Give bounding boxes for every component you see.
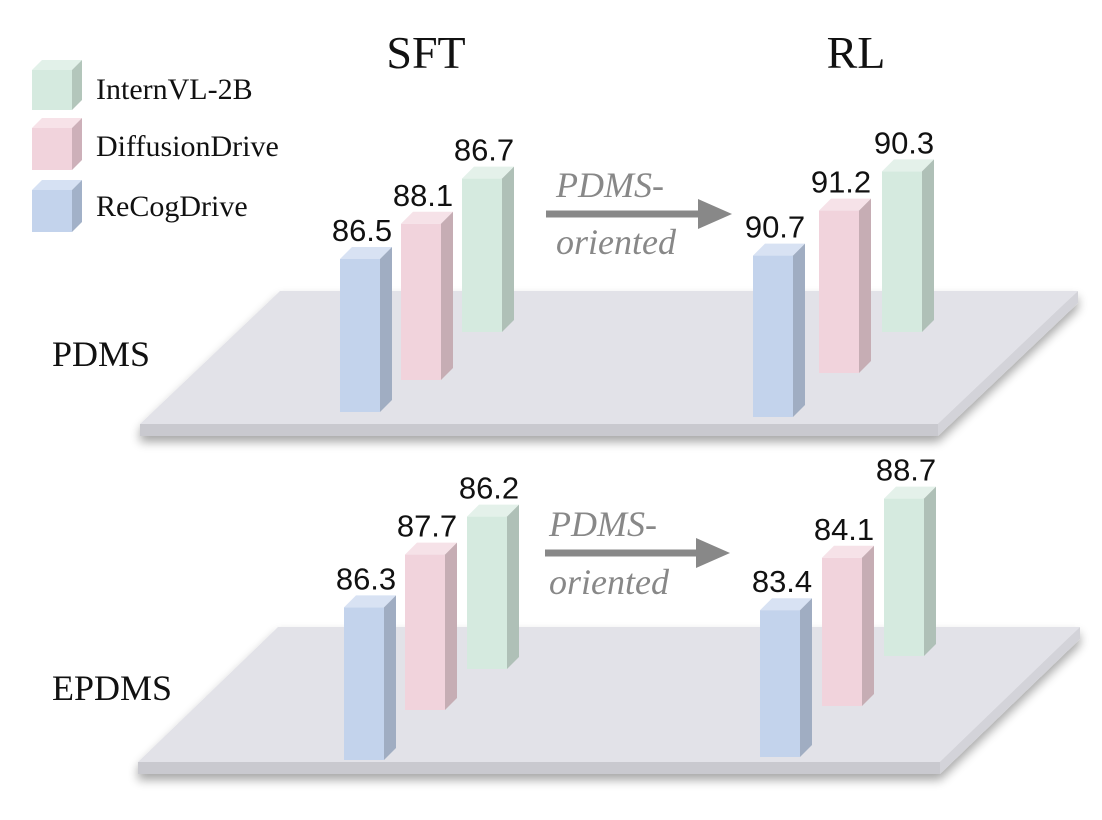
bar-epdms-sft-diffusiondrive-value-label: 87.7 (397, 509, 457, 544)
bar-epdms-rl-diffusiondrive: 84.1 (814, 512, 874, 706)
bar-pdms-sft-diffusiondrive-front (401, 223, 441, 380)
arrow-text-line2: oriented (556, 222, 677, 262)
bar-pdms-sft-diffusiondrive-value-label: 88.1 (393, 178, 453, 213)
bar-epdms-rl-recogdrive-side (800, 598, 812, 757)
bars-layer: 86.788.186.5 90.391.290.7 86.287.786.3 88.7… (332, 125, 936, 760)
bar-pdms-rl-internvl-2b-top (882, 159, 934, 172)
bar-pdms-sft-recogdrive: 86.5 (332, 213, 392, 412)
arrow-text-line1: PDMS- (548, 504, 657, 544)
bar-epdms-rl-diffusiondrive-value-label: 84.1 (814, 512, 874, 547)
bar-epdms-sft-diffusiondrive-top (405, 542, 457, 555)
legend: InternVL-2B DiffusionDrive ReCogDrive (32, 60, 279, 232)
bar-epdms-sft-recogdrive-front (344, 607, 384, 760)
bar-epdms-rl-internvl-2b-side (924, 486, 936, 656)
legend-label-internvl: InternVL-2B (96, 73, 253, 106)
arrow-text-line1: PDMS- (555, 165, 664, 205)
bar-epdms-rl-recogdrive-value-label: 83.4 (752, 564, 812, 599)
bar-epdms-rl-recogdrive-top (760, 598, 812, 611)
bar-pdms-rl-recogdrive-front (753, 255, 793, 417)
bar-epdms-sft-internvl-2b-top (467, 504, 519, 517)
bar-epdms-sft-internvl-2b-value-label: 86.2 (459, 471, 519, 506)
bar-pdms-rl-internvl-2b-side (922, 159, 934, 332)
bar-pdms-rl-recogdrive-side (793, 243, 805, 417)
bar-pdms-sft-diffusiondrive-side (441, 211, 453, 380)
arrow-pdms-oriented-bottom: PDMS- oriented (545, 504, 730, 602)
bar-pdms-rl-internvl-2b-front (882, 171, 922, 332)
bar-pdms-sft-recogdrive-front (340, 259, 380, 412)
bar-pdms-sft-diffusiondrive-top (401, 211, 453, 224)
bar-pdms-rl-diffusiondrive-front (819, 210, 859, 373)
legend-label-diffusiondrive: DiffusionDrive (96, 130, 279, 163)
group-label-sft: SFT (386, 27, 465, 78)
bar-pdms-sft-internvl-2b-front (462, 178, 502, 332)
bar-pdms-rl-diffusiondrive: 91.2 (811, 165, 871, 373)
legend-label-recogdrive: ReCogDrive (96, 190, 248, 223)
bar-epdms-rl-internvl-2b-value-label: 88.7 (876, 453, 936, 488)
bar-pdms-rl-recogdrive: 90.7 (745, 210, 805, 417)
bar-pdms-rl-diffusiondrive-top (819, 198, 871, 211)
bar-epdms-rl-recogdrive: 83.4 (752, 564, 812, 757)
bar-pdms-rl-internvl-2b: 90.3 (874, 125, 934, 332)
bar-epdms-rl-internvl-2b: 88.7 (876, 453, 936, 656)
bar-epdms-sft-recogdrive-value-label: 86.3 (336, 561, 396, 596)
bar-pdms-rl-internvl-2b-value-label: 90.3 (874, 125, 934, 160)
bar-pdms-sft-internvl-2b-side (502, 166, 514, 332)
bar-pdms-sft-internvl-2b-value-label: 86.7 (454, 133, 514, 168)
bar-epdms-sft-diffusiondrive-front (405, 554, 445, 710)
platform-epdms (138, 627, 1080, 774)
arrow-pdms-oriented-top: PDMS- oriented (546, 165, 732, 262)
bar-pdms-sft-recogdrive-side (380, 247, 392, 412)
bar-epdms-rl-internvl-2b-top (884, 486, 936, 499)
row-label-epdms: EPDMS (52, 668, 172, 708)
platform-pdms (140, 291, 1078, 436)
bar-epdms-sft-recogdrive-top (344, 595, 396, 608)
bar-pdms-sft-recogdrive-value-label: 86.5 (332, 213, 392, 248)
bar-epdms-sft-internvl-2b: 86.2 (459, 471, 519, 669)
legend-item-internvl: InternVL-2B (32, 60, 253, 110)
bar-pdms-rl-diffusiondrive-value-label: 91.2 (811, 165, 871, 200)
bar-epdms-rl-diffusiondrive-front (822, 557, 862, 706)
bar-epdms-sft-diffusiondrive: 87.7 (397, 509, 457, 710)
bar-epdms-sft-internvl-2b-side (507, 504, 519, 669)
bar-pdms-rl-recogdrive-top (753, 243, 805, 256)
bar-pdms-sft-internvl-2b: 86.7 (454, 133, 514, 332)
bar-epdms-rl-recogdrive-front (760, 610, 800, 757)
legend-item-diffusiondrive: DiffusionDrive (32, 118, 279, 170)
bar-epdms-sft-recogdrive-side (384, 595, 396, 760)
bar-epdms-sft-recogdrive: 86.3 (336, 561, 396, 760)
legend-item-recogdrive: ReCogDrive (32, 180, 248, 232)
bar-pdms-sft-recogdrive-top (340, 247, 392, 259)
row-label-pdms: PDMS (52, 334, 150, 374)
bar-pdms-rl-recogdrive-value-label: 90.7 (745, 210, 805, 245)
bar-pdms-rl-diffusiondrive-side (859, 198, 871, 373)
arrow-text-line2: oriented (549, 562, 670, 602)
bar-epdms-rl-diffusiondrive-side (862, 545, 874, 706)
bar-epdms-rl-diffusiondrive-top (822, 545, 874, 558)
bar-pdms-sft-internvl-2b-top (462, 166, 514, 179)
group-label-rl: RL (827, 27, 886, 78)
bar-epdms-sft-diffusiondrive-side (445, 542, 457, 710)
bar-pdms-sft-diffusiondrive: 88.1 (393, 178, 453, 380)
bar-epdms-rl-internvl-2b-front (884, 498, 924, 656)
bar-epdms-sft-internvl-2b-front (467, 516, 507, 669)
